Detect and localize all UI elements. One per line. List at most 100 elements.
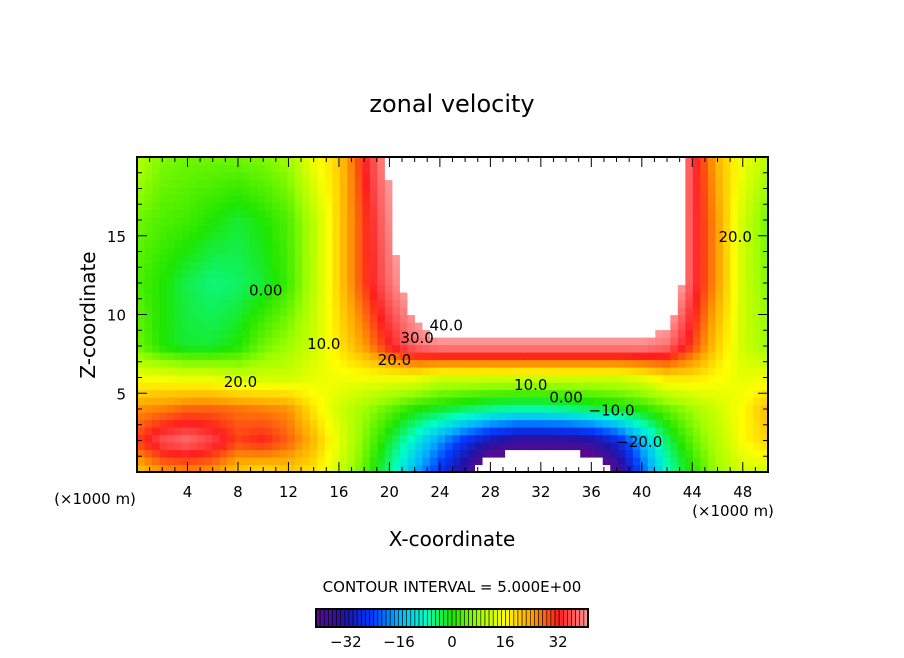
y-tick-label: 15 xyxy=(107,228,126,246)
heatmap-cell xyxy=(429,269,439,278)
heatmap-cell xyxy=(339,194,348,203)
heatmap-cell xyxy=(287,374,296,383)
heatmap-cell xyxy=(242,187,251,196)
heatmap-cell xyxy=(414,329,424,338)
colorbar-swatch xyxy=(332,608,337,628)
heatmap-cell xyxy=(369,314,378,323)
heatmap-cell xyxy=(407,254,416,263)
heatmap-cell xyxy=(204,352,213,361)
heatmap-cell xyxy=(414,202,424,211)
heatmap-cell xyxy=(707,382,717,391)
heatmap-cell xyxy=(467,382,476,391)
heatmap-cell xyxy=(550,247,559,256)
heatmap-cell xyxy=(422,209,431,218)
heatmap-cell xyxy=(249,344,258,353)
heatmap-cell xyxy=(745,344,754,353)
heatmap-cell xyxy=(505,239,514,248)
heatmap-cell xyxy=(512,359,521,368)
heatmap-cell xyxy=(730,164,739,173)
heatmap-cell xyxy=(414,217,424,226)
heatmap-cell xyxy=(324,457,333,466)
heatmap-cell xyxy=(647,404,656,413)
heatmap-cell xyxy=(617,359,626,368)
heatmap-cell xyxy=(662,397,671,406)
heatmap-cell xyxy=(249,389,258,398)
heatmap-cell xyxy=(542,164,551,173)
heatmap-cell xyxy=(279,254,288,263)
heatmap-cell xyxy=(354,292,363,301)
heatmap-cell xyxy=(730,382,739,391)
heatmap-cell xyxy=(279,262,288,271)
heatmap-cell xyxy=(414,232,424,241)
heatmap-cell xyxy=(407,269,416,278)
heatmap-cell xyxy=(294,254,303,263)
heatmap-cell xyxy=(399,449,409,458)
heatmap-cell xyxy=(407,187,416,196)
heatmap-cell xyxy=(482,179,491,188)
heatmap-cell xyxy=(490,277,499,286)
heatmap-cell xyxy=(557,277,566,286)
heatmap-cell xyxy=(647,359,656,368)
heatmap-cell xyxy=(429,202,439,211)
heatmap-cell xyxy=(550,337,559,346)
heatmap-cell xyxy=(520,172,529,181)
heatmap-cell xyxy=(362,329,371,338)
heatmap-cell xyxy=(715,157,724,166)
heatmap-cell xyxy=(700,172,709,181)
heatmap-cell xyxy=(677,172,686,181)
heatmap-cell xyxy=(647,457,656,466)
heatmap-cell xyxy=(317,232,326,241)
heatmap-cell xyxy=(610,209,619,218)
heatmap-cell xyxy=(587,239,596,248)
heatmap-cell xyxy=(384,232,394,241)
heatmap-cell xyxy=(332,209,341,218)
heatmap-cell xyxy=(482,307,491,316)
heatmap-cell xyxy=(317,202,326,211)
heatmap-cell xyxy=(384,442,394,451)
heatmap-cell xyxy=(595,172,604,181)
heatmap-cell xyxy=(302,254,311,263)
heatmap-cell xyxy=(392,164,401,173)
heatmap-cell xyxy=(204,202,213,211)
heatmap-cell xyxy=(692,164,701,173)
heatmap-cell xyxy=(550,209,559,218)
heatmap-cell xyxy=(264,367,273,376)
heatmap-cell xyxy=(647,232,656,241)
heatmap-cell xyxy=(692,172,701,181)
heatmap-cell xyxy=(595,382,604,391)
heatmap-cell xyxy=(512,337,521,346)
heatmap-cell xyxy=(752,179,762,188)
heatmap-cell xyxy=(707,404,717,413)
heatmap-cell xyxy=(384,419,394,428)
heatmap-cell xyxy=(715,307,724,316)
heatmap-cell xyxy=(444,262,454,271)
heatmap-cell xyxy=(572,329,581,338)
heatmap-cell xyxy=(700,367,709,376)
heatmap-cell xyxy=(482,217,491,226)
heatmap-cell xyxy=(369,329,378,338)
heatmap-cell xyxy=(655,352,664,361)
heatmap-cell xyxy=(745,299,754,308)
heatmap-cell xyxy=(662,292,671,301)
heatmap-cell xyxy=(332,269,341,278)
heatmap-cell xyxy=(467,322,476,331)
heatmap-cell xyxy=(595,359,604,368)
heatmap-cell xyxy=(279,329,288,338)
heatmap-cell xyxy=(174,367,183,376)
heatmap-cell xyxy=(354,419,363,428)
heatmap-cell xyxy=(452,322,461,331)
heatmap-cell xyxy=(595,232,604,241)
heatmap-cell xyxy=(242,397,251,406)
heatmap-cell xyxy=(722,464,732,473)
heatmap-cell xyxy=(152,382,161,391)
heatmap-cell xyxy=(174,464,183,473)
heatmap-cell xyxy=(490,284,499,293)
heatmap-cell xyxy=(557,239,566,248)
heatmap-cell xyxy=(760,194,769,203)
heatmap-cell xyxy=(227,187,236,196)
heatmap-cell xyxy=(527,254,536,263)
heatmap-cell xyxy=(640,164,649,173)
heatmap-cell xyxy=(332,442,341,451)
heatmap-cell xyxy=(482,239,491,248)
